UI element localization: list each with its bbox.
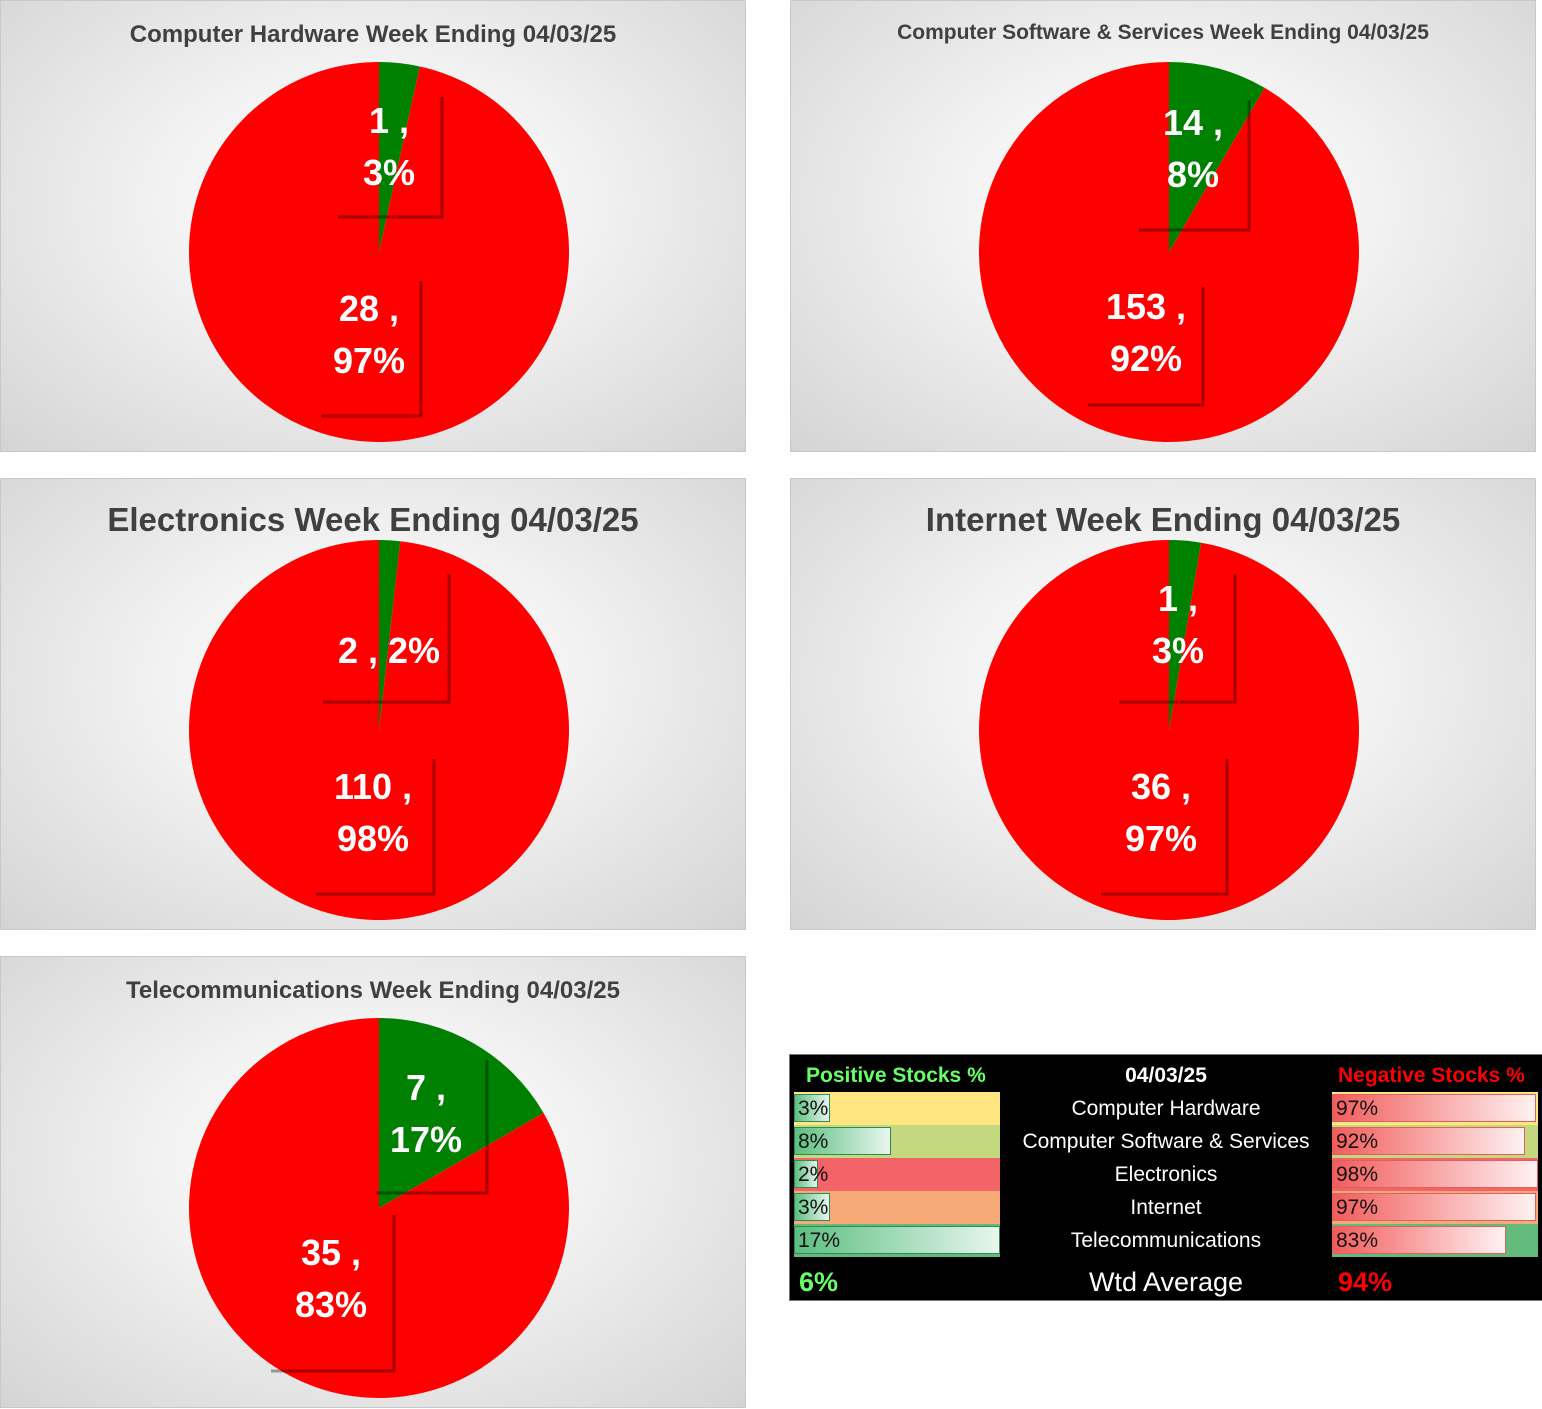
category-label: Computer Software & Services [1022,1130,1310,1153]
positive-bar [794,1094,831,1122]
category-label: Computer Hardware [1071,1097,1261,1120]
summary-footer-row: 6% Wtd Average 94% [792,1263,1540,1301]
chart-title: Internet Week Ending 04/03/25 [925,501,1401,538]
positive-value: 8% [798,1130,829,1153]
negative-bar [1332,1094,1536,1122]
summary-row: 8% Computer Software & Services 92% [792,1125,1540,1158]
data-label-box [321,281,423,418]
positive-cell: 8% [794,1125,1000,1158]
positive-cell: 17% [794,1224,1000,1257]
positive-cell: 2% [794,1158,1000,1191]
positive-header: Positive Stocks % [806,1064,986,1087]
data-label-box [316,759,436,896]
pie-chart-panel: Internet Week Ending 04/03/25 1 , 3% 36 , 97… [790,478,1536,930]
negative-slice [979,62,1359,442]
category-label: Internet [1130,1196,1202,1219]
data-label: 2 , 2% [338,630,440,671]
data-label: 1 , 3% [1152,578,1204,671]
negative-value: 83% [1336,1229,1379,1252]
positive-slice [379,540,401,730]
wtd-average-label: Wtd Average [1088,1267,1244,1297]
positive-bar [794,1127,891,1155]
data-label-box [1139,100,1251,232]
negative-cell: 98% [1332,1158,1538,1191]
data-label: 36 , 97% [1125,766,1197,859]
negative-slice [189,540,570,920]
category-label: Telecommunications [1070,1229,1262,1252]
category-label: Electronics [1114,1163,1218,1186]
negative-cell: 83% [1332,1224,1538,1257]
negative-value: 97% [1336,1196,1379,1219]
data-label: 28 , 97% [333,288,405,381]
date-header: 04/03/25 [1125,1064,1207,1087]
chart-title: Computer Software & Services Week Ending… [897,21,1429,44]
positive-value: 17% [798,1229,841,1252]
data-label-box [1119,574,1237,704]
negative-header: Negative Stocks % [1338,1064,1525,1087]
positive-slice [379,1018,544,1208]
positive-cell: 3% [794,1092,1000,1125]
negative-cell: 97% [1332,1092,1538,1125]
negative-value: 98% [1336,1163,1379,1186]
chart-title: Computer Hardware Week Ending 04/03/25 [129,21,617,48]
pie-chart-svg: 1 , 3% 36 , 97% [979,540,1359,920]
positive-value: 3% [798,1196,829,1219]
chart-title: Electronics Week Ending 04/03/25 [107,501,639,538]
positive-bar [794,1193,831,1221]
positive-bar [794,1226,1000,1254]
pie-chart-panel: Telecommunications Week Ending 04/03/25 7… [0,956,746,1408]
positive-slice [379,62,420,252]
data-label: 7 , 17% [390,1067,462,1160]
positive-cell: 3% [794,1191,1000,1224]
positive-value: 3% [798,1097,829,1120]
chart-title: Telecommunications Week Ending 04/03/25 [126,977,620,1004]
negative-bar [1332,1127,1526,1155]
positive-slice [1169,62,1265,252]
pie-chart-svg: 2 , 2% 110 , 98% [189,540,570,920]
data-label: 110 , 98% [334,766,412,859]
data-label-box [338,97,444,219]
negative-cell: 92% [1332,1125,1538,1158]
summary-row: 3% Internet 97% [792,1191,1540,1224]
negative-cell: 97% [1332,1191,1538,1224]
data-label: 153 , 92% [1106,286,1186,379]
pie-chart-svg: 14 , 8% 153 , 92% [979,62,1359,442]
negative-slice [189,62,570,443]
positive-slice [1169,540,1202,730]
data-label-box [323,574,451,704]
negative-average: 94% [1338,1267,1393,1297]
negative-value: 92% [1336,1130,1379,1153]
negative-bar [1332,1226,1507,1254]
pie-chart-panel: Computer Software & Services Week Ending… [790,0,1536,452]
pie-chart-panel: Electronics Week Ending 04/03/25 2 , 2% 11… [0,478,746,930]
summary-row: 3% Computer Hardware 97% [792,1092,1540,1125]
negative-slice [188,1018,569,1398]
positive-average: 6% [799,1267,839,1297]
data-label-box [1101,759,1229,896]
summary-header-row: Positive Stocks % 04/03/25 Negative Stoc… [792,1059,1540,1092]
positive-bar [794,1160,819,1188]
negative-bar [1332,1160,1538,1188]
summary-table: Positive Stocks % 04/03/25 Negative Stoc… [789,1054,1542,1301]
negative-bar [1332,1193,1536,1221]
pie-chart-svg: 7 , 17% 35 , 83% [188,1018,569,1398]
data-label: 35 , 83% [295,1232,367,1325]
data-label: 14 , 8% [1163,102,1223,195]
data-label-box [376,1060,489,1195]
summary-row: 17% Telecommunications 83% [792,1224,1540,1257]
pie-chart-svg: 1 , 3% 28 , 97% [189,62,570,443]
positive-value: 2% [798,1163,829,1186]
negative-slice [979,540,1359,920]
data-label-box [271,1215,396,1373]
summary-row: 2% Electronics 98% [792,1158,1540,1191]
negative-value: 97% [1336,1097,1379,1120]
data-label-box [1088,287,1205,407]
data-label: 1 , 3% [363,100,415,193]
pie-chart-panel: Computer Hardware Week Ending 04/03/25 1 … [0,0,746,452]
